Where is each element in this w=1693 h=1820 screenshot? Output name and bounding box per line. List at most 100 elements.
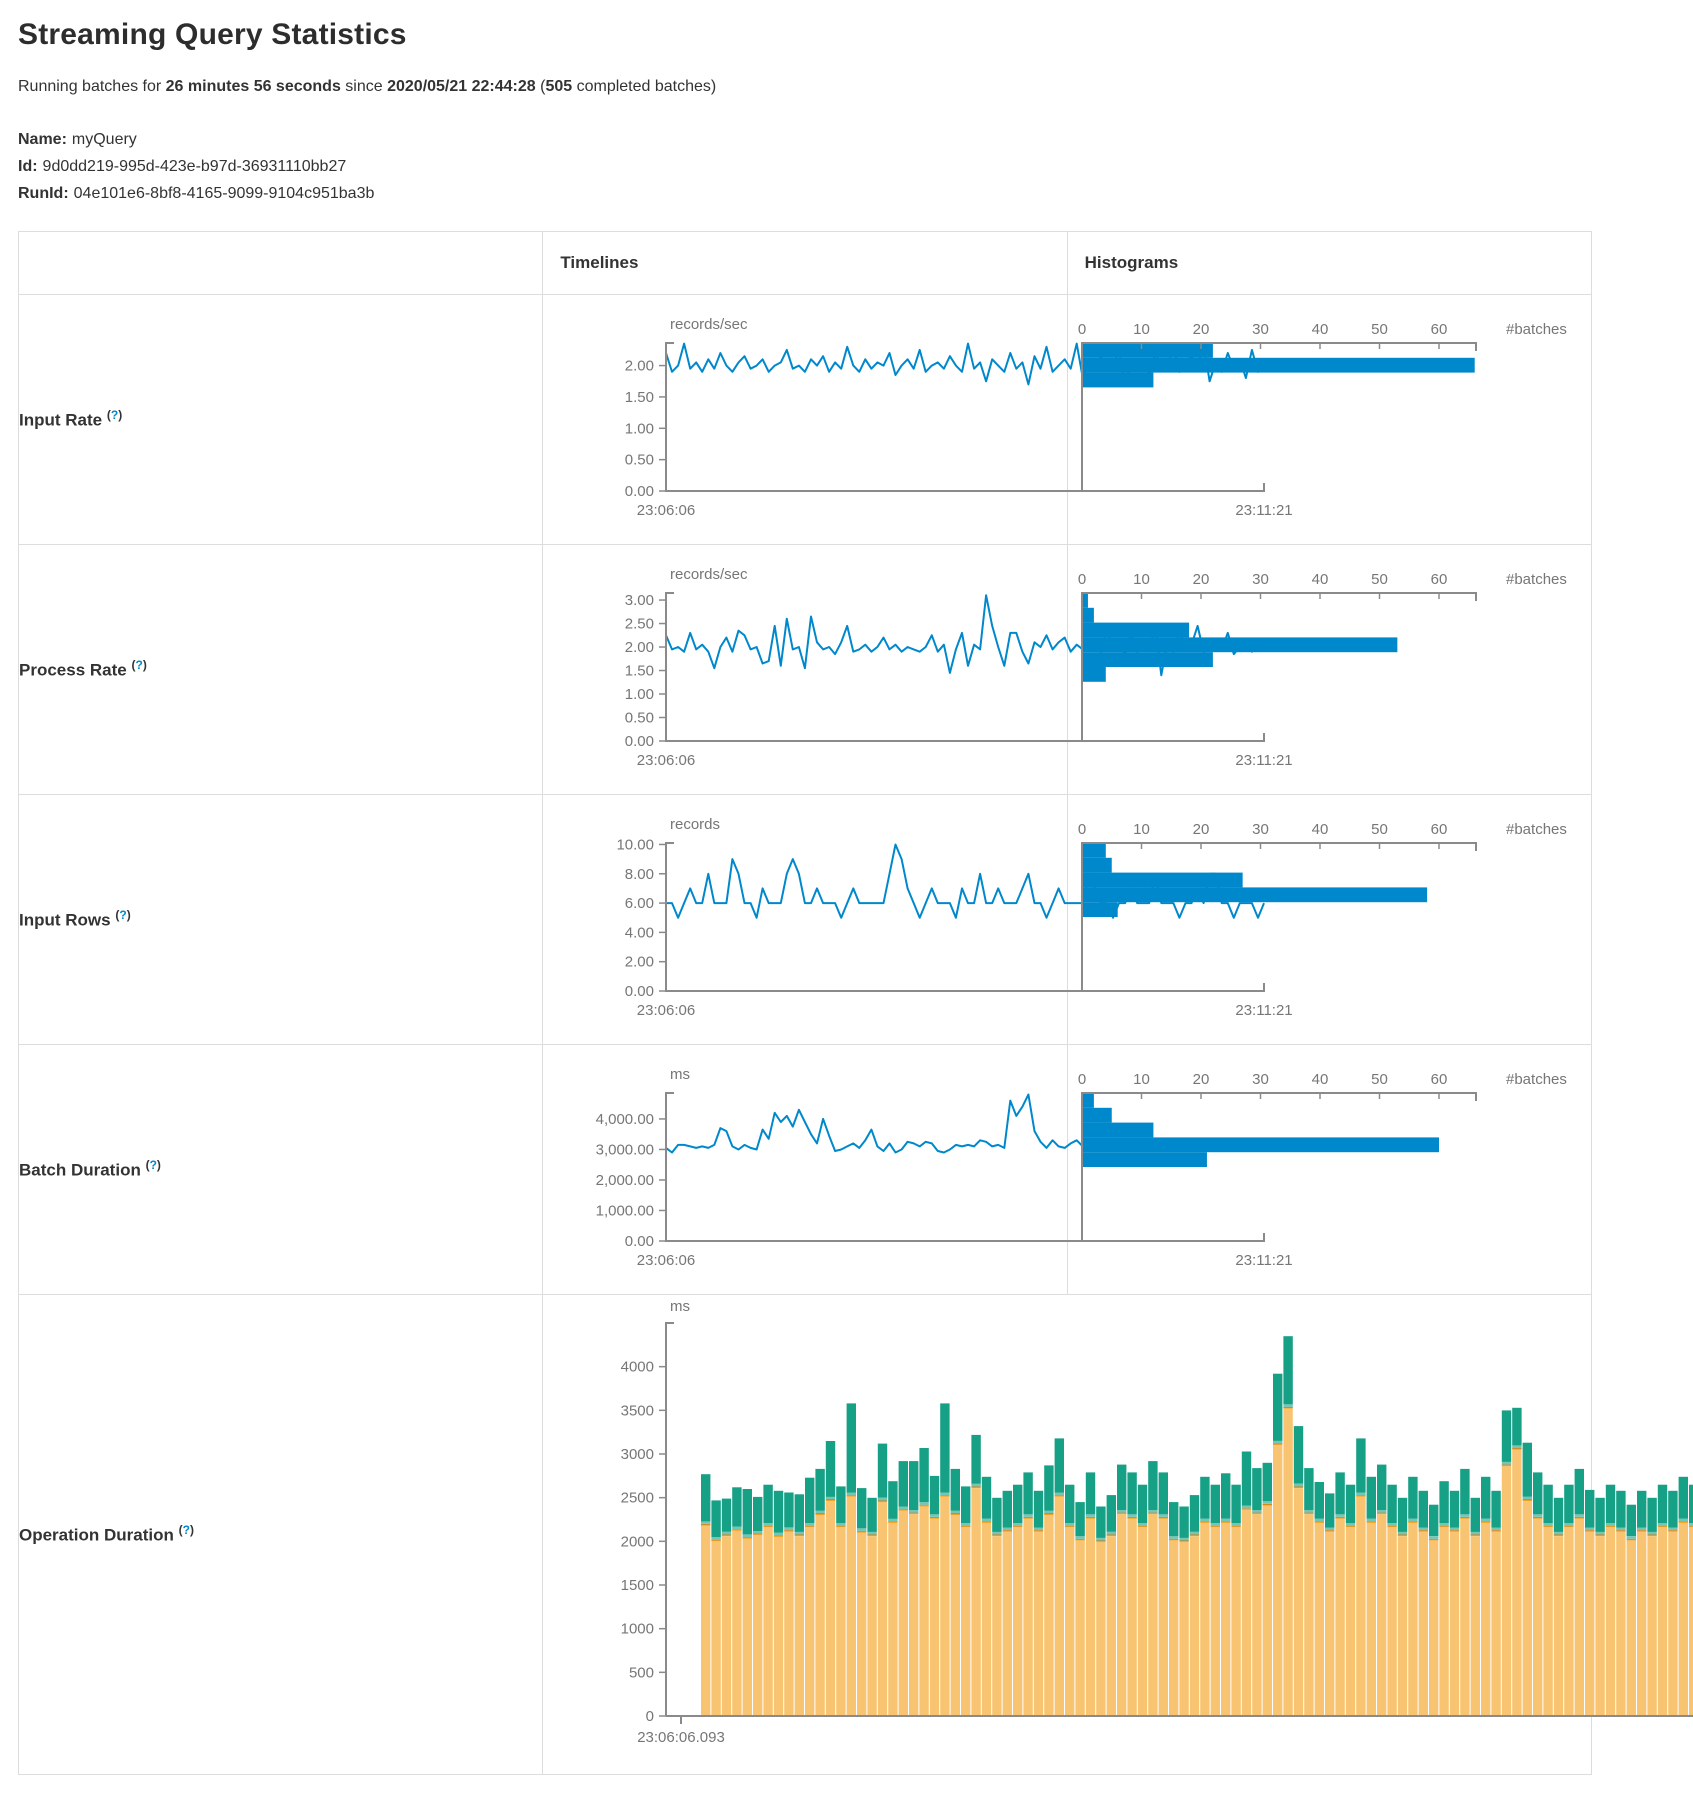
input-rate-timeline-cell: records/sec 2.00 1.50 1.00 0.50 0.00 23:06:06 2… [542, 294, 1293, 545]
statistics-table: Timelines Histograms Input Rate (?) recor… [17, 231, 1693, 1775]
svg-text:3,000.00: 3,000.00 [596, 1141, 654, 1158]
svg-text:23:11:21: 23:11:21 [1236, 1252, 1293, 1269]
process-rate-histogram-cell: 0 10 20 30 40 50 60 #batches [1066, 544, 1593, 795]
svg-text:2500: 2500 [621, 1490, 654, 1507]
svg-text:40: 40 [1311, 1071, 1328, 1088]
process-rate-timeline-chart: records/sec 3.00 2.50 2.00 1.50 1.00 0.50 0.00 2… [543, 545, 1293, 794]
process-rate-label: Process Rate [19, 660, 127, 680]
query-id-line: Id: 9d0dd219-995d-423e-b97d-36931110bb27 [18, 153, 1675, 180]
query-id-value: 9d0dd219-995d-423e-b97d-36931110bb27 [42, 158, 347, 175]
svg-text:2,000.00: 2,000.00 [596, 1172, 654, 1189]
svg-text:records: records [670, 816, 720, 833]
help-paren-close: ) [189, 1523, 194, 1538]
help-paren-close: ) [126, 908, 131, 923]
svg-text:30: 30 [1252, 1071, 1269, 1088]
svg-text:40: 40 [1311, 321, 1328, 338]
empty-header-cell [17, 231, 544, 295]
svg-text:1000: 1000 [621, 1621, 654, 1638]
svg-text:23:11:21: 23:11:21 [1236, 502, 1293, 519]
svg-text:10.00: 10.00 [617, 836, 655, 853]
svg-text:50: 50 [1371, 1071, 1388, 1088]
svg-text:30: 30 [1252, 571, 1269, 588]
input-rows-histogram-svg: 0 10 20 30 40 50 60 #batches [1074, 821, 1567, 992]
svg-text:0.50: 0.50 [625, 452, 654, 469]
question-mark-icon: ? [110, 408, 119, 423]
svg-text:10: 10 [1133, 1071, 1150, 1088]
svg-text:10: 10 [1133, 571, 1150, 588]
svg-text:2.00: 2.00 [625, 358, 654, 375]
help-paren-close: ) [156, 1158, 161, 1173]
input-rows-timeline-chart: records 10.00 8.00 6.00 4.00 2.00 0.00 23:06:06… [543, 795, 1293, 1044]
help-paren-open: ( [106, 408, 111, 423]
svg-text:40: 40 [1311, 571, 1328, 588]
svg-text:0.00: 0.00 [625, 1233, 654, 1250]
completed-batches-count: 505 [545, 78, 573, 95]
svg-text:1,000.00: 1,000.00 [596, 1202, 654, 1219]
running-batches-summary: Running batches for 26 minutes 56 second… [18, 78, 1675, 96]
input-rows-row: Input Rows (?) records 10.00 8.00 6.00 4.00 2.… [17, 794, 1593, 1045]
svg-text:records/sec: records/sec [670, 316, 748, 333]
input-rows-timeline-svg: records 10.00 8.00 6.00 4.00 2.00 0.00 23:06:06… [617, 816, 1293, 1019]
summary-since: since [340, 78, 388, 95]
svg-text:1.50: 1.50 [625, 389, 654, 406]
svg-text:23:06:06: 23:06:06 [637, 1252, 695, 1269]
query-id-label: Id: [18, 158, 38, 175]
operation-duration-stacked-svg: ms 4000 3500 3000 2500 2000 1500 1000 500 0 23:06:… [621, 1298, 1693, 1746]
query-info: Name: myQuery Id: 9d0dd219-995d-423e-b97d-… [18, 126, 1675, 207]
input-rate-help-icon[interactable]: (?) [107, 408, 122, 422]
operation-duration-row: Operation Duration (?) ms 4000 3500 3000 2500… [17, 1294, 1693, 1775]
batch-duration-help-icon[interactable]: (?) [146, 1158, 161, 1172]
svg-text:60: 60 [1430, 821, 1447, 838]
operation-duration-label-cell: Operation Duration (?) [17, 1294, 544, 1775]
input-rate-histogram-cell: 0 10 20 30 40 50 60 #batches [1066, 294, 1593, 545]
batch-duration-label: Batch Duration [19, 1160, 141, 1180]
query-runid-label: RunId: [18, 185, 69, 202]
help-paren-close: ) [142, 658, 147, 673]
input-rows-label-cell: Input Rows (?) [17, 794, 544, 1045]
svg-text:0.50: 0.50 [625, 710, 654, 727]
query-name-value: myQuery [71, 131, 137, 148]
batch-duration-histogram-svg: 0 10 20 30 40 50 60 #batches [1074, 1071, 1567, 1242]
svg-text:60: 60 [1430, 571, 1447, 588]
svg-text:3000: 3000 [621, 1446, 654, 1463]
input-rate-histogram-svg: 0 10 20 30 40 50 60 #batches [1074, 321, 1567, 492]
question-mark-icon: ? [135, 658, 143, 673]
timelines-header: Timelines [542, 231, 1068, 295]
question-mark-icon: ? [182, 1523, 190, 1538]
svg-text:ms: ms [670, 1066, 690, 1083]
batch-duration-histogram-chart: 0 10 20 30 40 50 60 #batches [1068, 1045, 1591, 1294]
svg-text:#batches: #batches [1506, 821, 1567, 838]
running-duration: 26 minutes 56 seconds [165, 78, 341, 95]
input-rows-label: Input Rows [19, 910, 111, 930]
question-mark-icon: ? [119, 908, 127, 923]
svg-text:2.00: 2.00 [625, 954, 654, 971]
process-rate-label-cell: Process Rate (?) [17, 544, 544, 795]
svg-text:50: 50 [1371, 821, 1388, 838]
query-runid-line: RunId: 04e101e6-8bf8-4165-9099-9104c951ba… [18, 180, 1675, 207]
svg-text:20: 20 [1192, 571, 1209, 588]
svg-text:2000: 2000 [621, 1533, 654, 1550]
svg-text:0: 0 [1077, 321, 1085, 338]
input-rows-help-icon[interactable]: (?) [115, 908, 130, 922]
svg-text:4,000.00: 4,000.00 [596, 1111, 654, 1128]
process-rate-timeline-cell: records/sec 3.00 2.50 2.00 1.50 1.00 0.50 0.00 2… [542, 544, 1293, 795]
process-rate-help-icon[interactable]: (?) [131, 658, 146, 672]
svg-text:23:06:06.093: 23:06:06.093 [638, 1729, 726, 1746]
summary-prefix: Running batches for [18, 78, 166, 95]
svg-text:0: 0 [1077, 1071, 1085, 1088]
operation-duration-help-icon[interactable]: (?) [179, 1523, 194, 1537]
batch-duration-timeline-cell: ms 4,000.00 3,000.00 2,000.00 1,000.00 0.00 23… [542, 1044, 1293, 1295]
svg-text:10: 10 [1133, 821, 1150, 838]
histograms-header: Histograms [1066, 231, 1593, 295]
svg-text:0: 0 [1077, 571, 1085, 588]
question-mark-icon: ? [149, 1158, 157, 1173]
input-rate-histogram-chart: 0 10 20 30 40 50 60 #batches [1068, 295, 1591, 544]
svg-text:1.00: 1.00 [625, 686, 654, 703]
process-rate-histogram-svg: 0 10 20 30 40 50 60 #batches [1074, 571, 1567, 742]
svg-text:1.50: 1.50 [625, 663, 654, 680]
svg-text:23:11:21: 23:11:21 [1236, 752, 1293, 769]
svg-text:60: 60 [1430, 1071, 1447, 1088]
svg-text:10: 10 [1133, 321, 1150, 338]
svg-text:8.00: 8.00 [625, 866, 654, 883]
help-paren-open: ( [131, 658, 136, 673]
